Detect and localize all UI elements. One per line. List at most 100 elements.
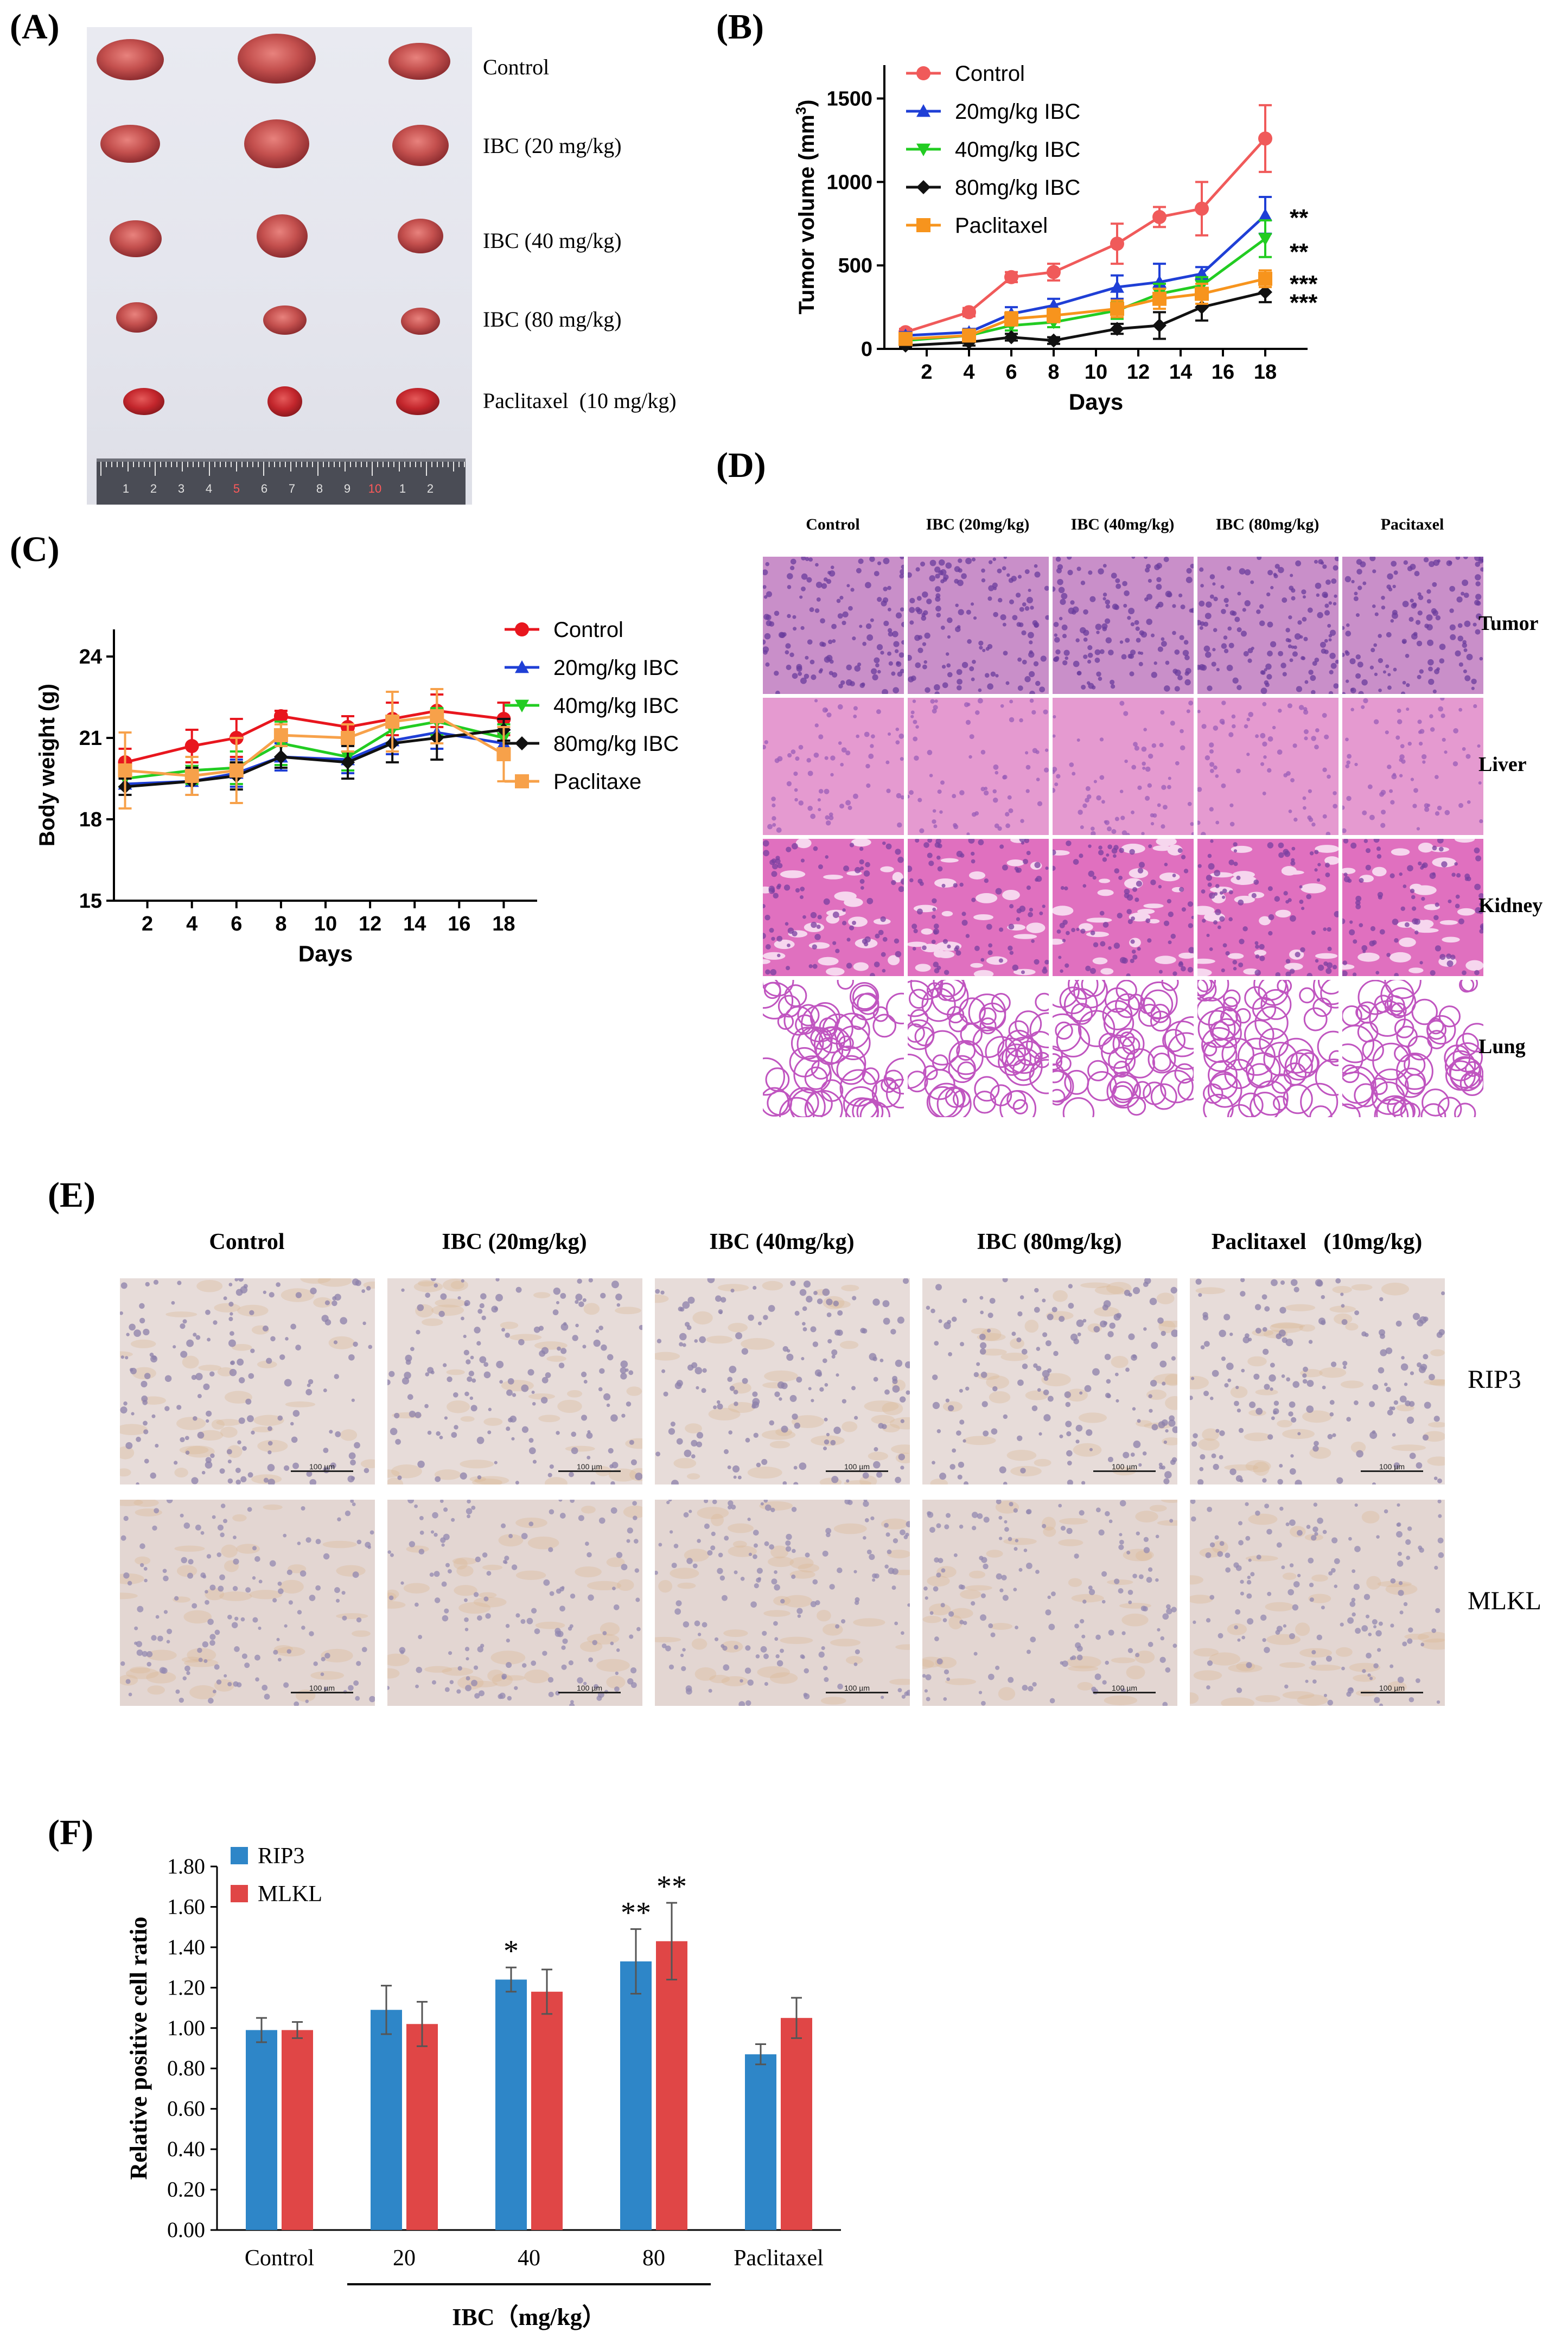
series-line xyxy=(125,720,505,780)
data-point xyxy=(385,715,400,729)
ihc-row-label: MLKL xyxy=(1468,1587,1541,1615)
data-point xyxy=(1195,201,1209,216)
ihc-tile-rip3: 100 µm xyxy=(1181,1277,1456,1487)
legend-marker xyxy=(515,699,529,712)
scale-bar: 100 µm xyxy=(1361,1463,1423,1472)
data-point xyxy=(962,328,976,343)
category-label: Paclitaxel xyxy=(734,2246,824,2271)
ihc-tile-mlkl: 100 µm xyxy=(647,1498,920,1708)
legend-label: Paclitaxe xyxy=(553,770,641,794)
series-line xyxy=(905,277,1266,341)
category-label: 80 xyxy=(642,2246,665,2271)
series-40mg-kg-ibc xyxy=(898,219,1272,348)
data-point xyxy=(1110,322,1124,336)
bar-rip3 xyxy=(620,1961,652,2230)
he-tile-tumor xyxy=(1050,555,1196,694)
x-tick-label: 14 xyxy=(1169,361,1192,384)
data-point xyxy=(1047,308,1061,323)
series-paclitaxel xyxy=(898,269,1272,346)
ruler-number: 8 xyxy=(316,482,323,495)
y-tick-label: 1000 xyxy=(826,171,872,194)
ruler-number: 3 xyxy=(178,482,184,495)
x-tick-label: 16 xyxy=(1212,361,1234,384)
legend-label: 80mg/kg IBC xyxy=(955,176,1080,200)
he-tile-liver xyxy=(1340,696,1483,835)
photo-label-control: Control xyxy=(483,55,550,79)
he-tile-tumor xyxy=(1340,554,1486,697)
tumor-photo: 1 2 3 4 5 6 7 8 9 10 1 2 xyxy=(87,27,472,505)
he-tile-tumor xyxy=(906,555,1050,697)
significance-marker: ** xyxy=(1290,205,1309,231)
tumor-volume-chart: 0 500 1000 1500 2 4 6 8 10 12 14 16 18 Days Tumor volu… xyxy=(793,62,1318,415)
legend-marker xyxy=(916,66,930,80)
he-tile-kidney xyxy=(1334,836,1487,978)
ihc-tile-rip3: 100 µm xyxy=(922,1277,1190,1488)
x-tick-label: 8 xyxy=(1048,361,1059,384)
data-point xyxy=(1258,208,1272,221)
he-tile-tumor xyxy=(760,555,907,696)
y-tick-label: 1.20 xyxy=(167,1975,205,1999)
y-tick-label: 0.20 xyxy=(167,2177,205,2202)
ihc-column-label: Paclitaxel (10mg/kg) xyxy=(1211,1229,1423,1254)
ihc-row-label: RIP3 xyxy=(1468,1365,1521,1394)
data-point xyxy=(1258,285,1272,300)
x-tick-label: 10 xyxy=(1085,361,1107,384)
legend-label: 80mg/kg IBC xyxy=(553,732,679,756)
x-tick-label: 14 xyxy=(403,913,426,935)
scale-bar: 100 µm xyxy=(826,1463,888,1472)
category-label: Control xyxy=(245,2246,314,2271)
y-tick-label: 1.40 xyxy=(167,1935,205,1959)
data-point xyxy=(273,728,288,742)
x-tick-label: 12 xyxy=(1127,361,1150,384)
data-point xyxy=(1110,302,1124,316)
scale-bar: 100 µm xyxy=(1093,1463,1156,1472)
he-tile-lung xyxy=(1332,961,1492,1134)
y-tick-label: 500 xyxy=(838,254,872,277)
y-tick-label: 21 xyxy=(79,727,102,750)
series-control xyxy=(898,104,1272,340)
he-row-label: Kidney xyxy=(1478,894,1543,917)
data-point xyxy=(496,747,511,761)
panel-label-e: (E) xyxy=(48,1175,95,1215)
ihc-column-label: IBC (40mg/kg) xyxy=(709,1229,855,1254)
ruler-number: 10 xyxy=(368,482,381,495)
x-tick-label: 4 xyxy=(963,361,974,384)
y-tick-label: 1.00 xyxy=(167,2016,205,2040)
y-tick-label: 0.40 xyxy=(167,2137,205,2161)
x-tick-label: 10 xyxy=(314,913,337,935)
y-axis-label-close: ) xyxy=(795,100,819,107)
ruler-number: 6 xyxy=(261,482,267,495)
data-point xyxy=(1152,209,1167,224)
scale-bar: 100 µm xyxy=(1361,1684,1423,1693)
legend-marker xyxy=(916,218,930,232)
legend-swatch xyxy=(231,1885,248,1902)
bar-mlkl xyxy=(781,2018,812,2230)
he-column-label: IBC (20mg/kg) xyxy=(926,515,1030,533)
data-point xyxy=(1152,291,1167,306)
legend-label: Control xyxy=(553,618,623,642)
he-column-label: Pacitaxel xyxy=(1380,515,1444,533)
series-paclitaxe xyxy=(118,688,511,810)
x-tick-label: 6 xyxy=(1005,361,1017,384)
legend-label: RIP3 xyxy=(258,1844,304,1869)
bar-rip3 xyxy=(495,1979,527,2230)
ruler-number: 2 xyxy=(427,482,434,495)
he-row-label: Lung xyxy=(1478,1035,1526,1058)
panel-label-a: (A) xyxy=(10,7,60,47)
data-point xyxy=(273,709,288,723)
ihc-column-label: IBC (20mg/kg) xyxy=(442,1229,587,1254)
ihc-column-label: Control xyxy=(209,1229,285,1254)
he-row-label: Tumor xyxy=(1478,611,1539,635)
ruler: 1 2 3 4 5 6 7 8 9 10 1 2 xyxy=(97,458,466,505)
tumor-row-control xyxy=(97,34,450,84)
y-axis-label: Relative positive cell ratio xyxy=(125,1916,152,2180)
positive-cell-ratio-chart: 0.00 0.20 0.40 0.60 0.80 1.00 1.20 1.40 1.60 1.80… xyxy=(125,1844,841,2330)
legend-marker xyxy=(916,180,930,194)
y-tick-label: 1.80 xyxy=(167,1854,205,1878)
ihc-tile-mlkl: 100 µm xyxy=(378,1496,647,1709)
data-point xyxy=(118,763,132,778)
y-tick-label: 1.60 xyxy=(167,1894,205,1919)
he-tile-lung xyxy=(746,964,922,1133)
series-line xyxy=(905,237,1266,342)
he-tile-kidney xyxy=(1186,838,1341,979)
